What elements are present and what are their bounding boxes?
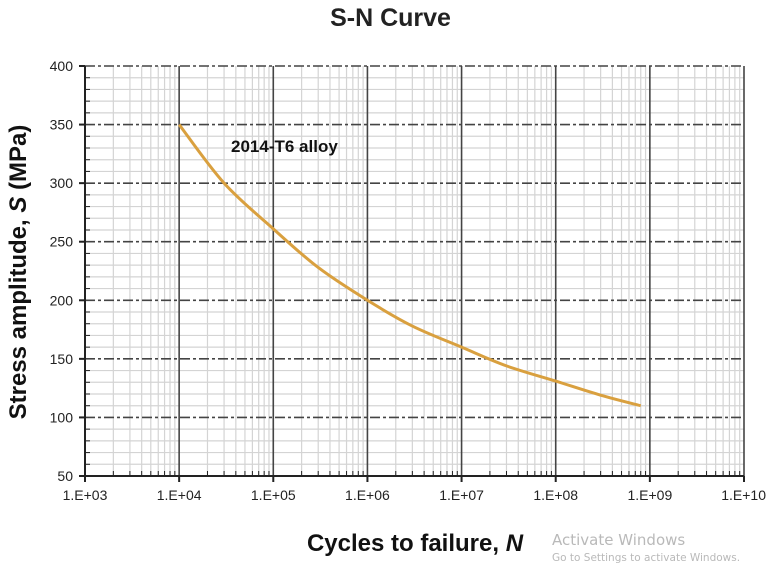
watermark-line2: Go to Settings to activate Windows.	[552, 552, 741, 564]
x-tick-label: 1.E+10	[721, 487, 766, 503]
y-tick-label: 100	[50, 409, 74, 425]
x-tick-label: 1.E+08	[533, 487, 578, 503]
y-tick-label: 150	[50, 351, 74, 367]
y-axis-title-text: Stress amplitude,	[5, 213, 32, 420]
y-tick-label: 50	[57, 468, 73, 484]
x-tick-label: 1.E+07	[439, 487, 484, 503]
x-tick-label: 1.E+03	[63, 487, 108, 503]
x-axis-title: Cycles to failure, N	[307, 530, 524, 557]
x-axis-title-text: Cycles to failure,	[307, 530, 506, 557]
activation-watermark: Activate Windows Go to Settings to activ…	[552, 530, 774, 566]
x-tick-label: 1.E+09	[627, 487, 672, 503]
watermark-line1: Activate Windows	[552, 531, 686, 549]
sn-curve-line	[177, 123, 642, 408]
x-tick-label: 1.E+05	[251, 487, 296, 503]
y-tick-label: 250	[50, 234, 74, 250]
y-axis-title: Stress amplitude, S (MPa)	[5, 125, 32, 420]
x-tick-label: 1.E+04	[157, 487, 202, 503]
chart-title: S-N Curve	[330, 4, 451, 32]
y-axis-title-unit: (MPa)	[5, 125, 32, 197]
x-axis-title-var: N	[506, 530, 524, 557]
x-tick-label: 1.E+06	[345, 487, 390, 503]
y-tick-label: 400	[50, 58, 74, 74]
y-tick-label: 200	[50, 292, 74, 308]
curve-annotation: 2014-T6 alloy	[231, 137, 338, 156]
y-tick-label: 300	[50, 175, 74, 191]
y-tick-label: 350	[50, 117, 74, 133]
y-axis-title-var: S	[5, 197, 32, 213]
